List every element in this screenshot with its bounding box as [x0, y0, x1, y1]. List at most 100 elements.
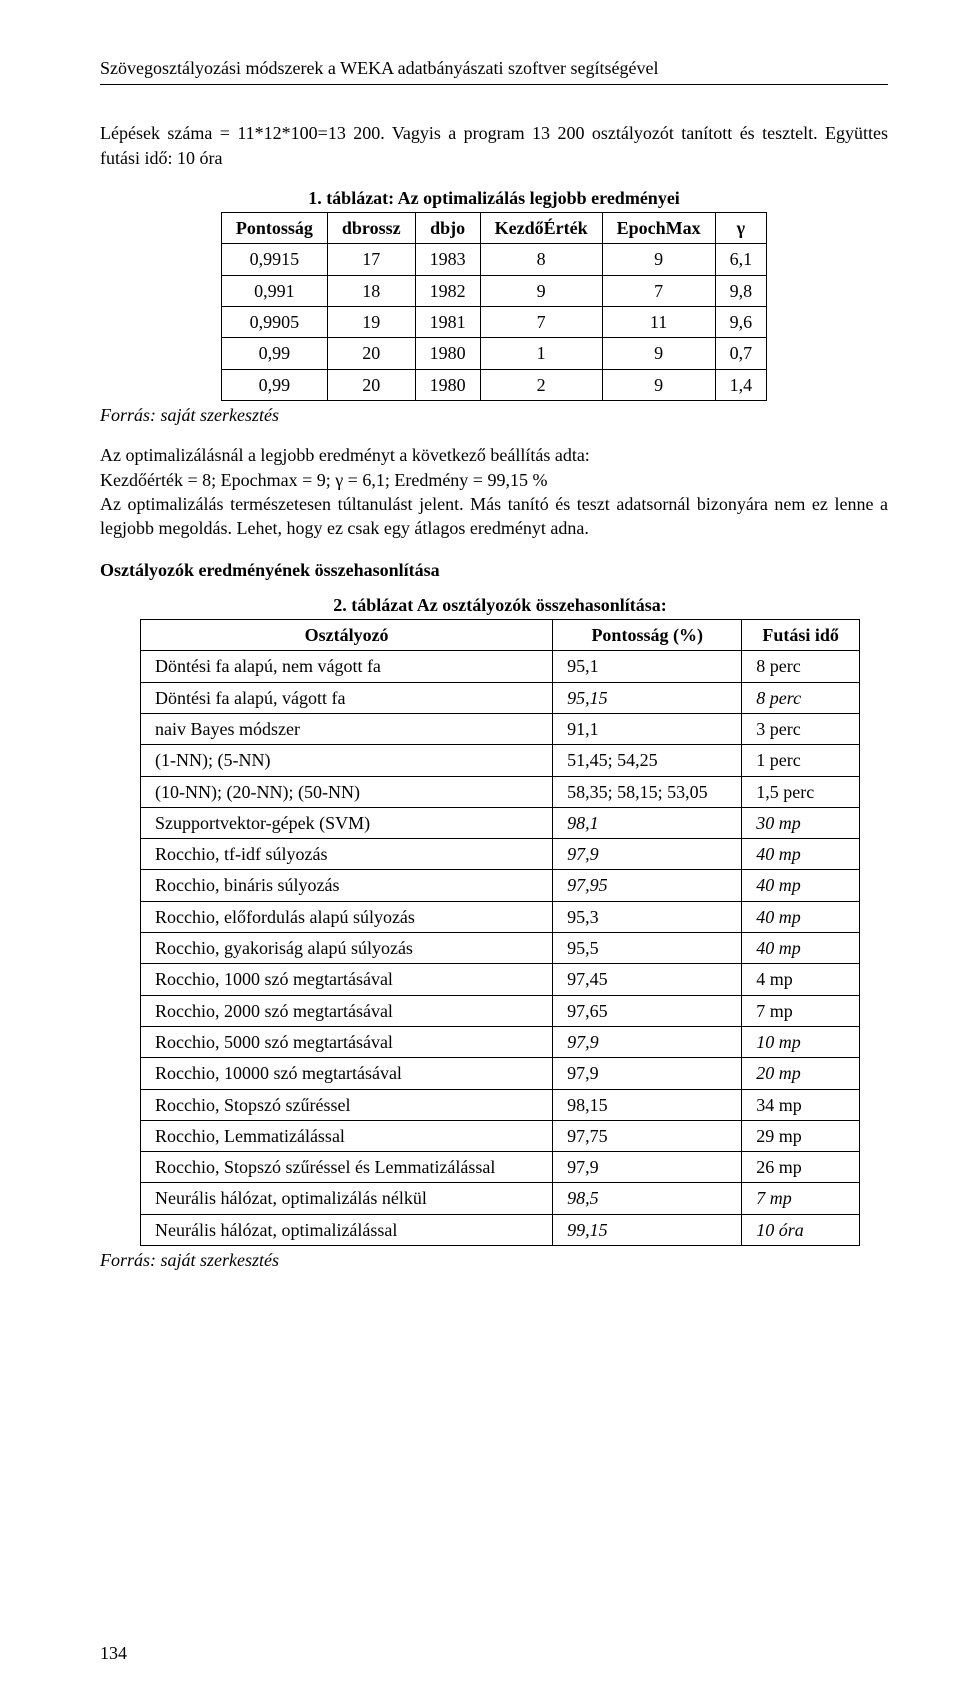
table2-cell: 99,15 [553, 1214, 742, 1245]
table-row: Rocchio, Stopszó szűréssel98,1534 mp [141, 1089, 860, 1120]
table-row: Rocchio, bináris súlyozás97,9540 mp [141, 870, 860, 901]
table1-cell: 9 [602, 369, 715, 400]
table-row: Döntési fa alapú, vágott fa95,158 perc [141, 682, 860, 713]
table-row: Neurális hálózat, optimalizálás nélkül98… [141, 1183, 860, 1214]
table2-cell: (1-NN); (5-NN) [141, 745, 553, 776]
table2-header-cell: Pontosság (%) [553, 620, 742, 651]
table2-cell: 98,15 [553, 1089, 742, 1120]
table2: OsztályozóPontosság (%)Futási idő Döntés… [140, 619, 860, 1246]
table1-cell: 19 [327, 307, 415, 338]
table2-cell: 7 mp [742, 1183, 860, 1214]
table2-source: Forrás: saját szerkesztés [100, 1248, 888, 1272]
table1-cell: 0,99 [221, 369, 327, 400]
table1-cell: 7 [602, 275, 715, 306]
table2-cell: 95,5 [553, 933, 742, 964]
table2-cell: 97,9 [553, 1152, 742, 1183]
table1-cell: 7 [480, 307, 602, 338]
table2-cell: 95,3 [553, 901, 742, 932]
table1-cell: 6,1 [715, 244, 767, 275]
table-row: Szupportvektor-gépek (SVM)98,130 mp [141, 807, 860, 838]
table2-cell: Rocchio, 10000 szó megtartásával [141, 1058, 553, 1089]
table-row: Rocchio, 5000 szó megtartásával97,910 mp [141, 1026, 860, 1057]
table2-cell: 40 mp [742, 933, 860, 964]
table2-cell: 1,5 perc [742, 776, 860, 807]
table2-cell: 97,9 [553, 839, 742, 870]
table2-cell: Döntési fa alapú, nem vágott fa [141, 651, 553, 682]
table-row: Rocchio, előfordulás alapú súlyozás95,34… [141, 901, 860, 932]
table1-source: Forrás: saját szerkesztés [100, 403, 888, 427]
table2-cell: 97,45 [553, 964, 742, 995]
table1-caption: 1. táblázat: Az optimalizálás legjobb er… [174, 186, 814, 210]
intro-paragraph: Lépések száma = 11*12*100=13 200. Vagyis… [100, 121, 888, 170]
table2-cell: 26 mp [742, 1152, 860, 1183]
table2-cell: Rocchio, 5000 szó megtartásával [141, 1026, 553, 1057]
table2-cell: 1 perc [742, 745, 860, 776]
table2-cell: 34 mp [742, 1089, 860, 1120]
table1-cell: 9 [602, 338, 715, 369]
table2-cell: 98,1 [553, 807, 742, 838]
table2-cell: 97,9 [553, 1058, 742, 1089]
table-row: Rocchio, 2000 szó megtartásával97,657 mp [141, 995, 860, 1026]
table1-cell: 0,9915 [221, 244, 327, 275]
table-row: 0,9915171983896,1 [221, 244, 766, 275]
table2-cell: 7 mp [742, 995, 860, 1026]
page-number: 134 [100, 1641, 127, 1665]
table2-cell: 4 mp [742, 964, 860, 995]
table-row: Rocchio, Lemmatizálással97,7529 mp [141, 1120, 860, 1151]
table-row: (1-NN); (5-NN)51,45; 54,251 perc [141, 745, 860, 776]
optimization-result-paragraph: Az optimalizálásnál a legjobb eredményt … [100, 443, 888, 540]
table2-cell: 8 perc [742, 651, 860, 682]
table-row: Rocchio, 10000 szó megtartásával97,920 m… [141, 1058, 860, 1089]
table1-cell: 1983 [415, 244, 480, 275]
table1-cell: 0,991 [221, 275, 327, 306]
table1-cell: 0,9905 [221, 307, 327, 338]
table1: PontosságdbrosszdbjoKezdőÉrtékEpochMaxγ … [221, 212, 767, 401]
table2-cell: 97,95 [553, 870, 742, 901]
table1-cell: 1980 [415, 338, 480, 369]
table2-cell: Rocchio, 2000 szó megtartásával [141, 995, 553, 1026]
table-row: Rocchio, 1000 szó megtartásával97,454 mp [141, 964, 860, 995]
table2-cell: 3 perc [742, 713, 860, 744]
table2-cell: Rocchio, Stopszó szűréssel [141, 1089, 553, 1120]
table1-cell: 1982 [415, 275, 480, 306]
table2-cell: Neurális hálózat, optimalizálással [141, 1214, 553, 1245]
table-row: Rocchio, tf-idf súlyozás97,940 mp [141, 839, 860, 870]
header-divider [100, 84, 888, 85]
table-row: 0,99201980190,7 [221, 338, 766, 369]
table2-cell: 20 mp [742, 1058, 860, 1089]
table2-cell: 97,75 [553, 1120, 742, 1151]
table2-cell: 95,1 [553, 651, 742, 682]
table2-cell: 51,45; 54,25 [553, 745, 742, 776]
table1-cell: 17 [327, 244, 415, 275]
table1-cell: 18 [327, 275, 415, 306]
table-row: 0,99201980291,4 [221, 369, 766, 400]
table2-cell: Rocchio, Stopszó szűréssel és Lemmatizál… [141, 1152, 553, 1183]
table2-cell: 40 mp [742, 870, 860, 901]
page-header-title: Szövegosztályozási módszerek a WEKA adat… [100, 56, 888, 80]
table2-cell: 98,5 [553, 1183, 742, 1214]
table2-caption: 2. táblázat Az osztályozók összehasonlít… [140, 593, 860, 617]
table1-header-cell: Pontosság [221, 213, 327, 244]
table1-cell: 9 [480, 275, 602, 306]
table1-cell: 1980 [415, 369, 480, 400]
table1-cell: 8 [480, 244, 602, 275]
table-row: Rocchio, gyakoriság alapú súlyozás95,540… [141, 933, 860, 964]
table2-cell: Rocchio, 1000 szó megtartásával [141, 964, 553, 995]
table-row: Döntési fa alapú, nem vágott fa95,18 per… [141, 651, 860, 682]
table-row: (10-NN); (20-NN); (50-NN)58,35; 58,15; 5… [141, 776, 860, 807]
table2-cell: 97,65 [553, 995, 742, 1026]
table2-cell: 40 mp [742, 839, 860, 870]
table-row: naiv Bayes módszer91,13 perc [141, 713, 860, 744]
table1-cell: 1,4 [715, 369, 767, 400]
section-heading-comparison: Osztályozók eredményének összehasonlítás… [100, 558, 888, 582]
table2-header-cell: Osztályozó [141, 620, 553, 651]
table2-header-cell: Futási idő [742, 620, 860, 651]
table1-cell: 11 [602, 307, 715, 338]
table2-cell: Rocchio, előfordulás alapú súlyozás [141, 901, 553, 932]
table1-cell: 2 [480, 369, 602, 400]
table2-cell: Neurális hálózat, optimalizálás nélkül [141, 1183, 553, 1214]
table2-cell: 97,9 [553, 1026, 742, 1057]
table-row: Neurális hálózat, optimalizálással99,151… [141, 1214, 860, 1245]
table1-header-cell: KezdőÉrték [480, 213, 602, 244]
table1-cell: 0,99 [221, 338, 327, 369]
